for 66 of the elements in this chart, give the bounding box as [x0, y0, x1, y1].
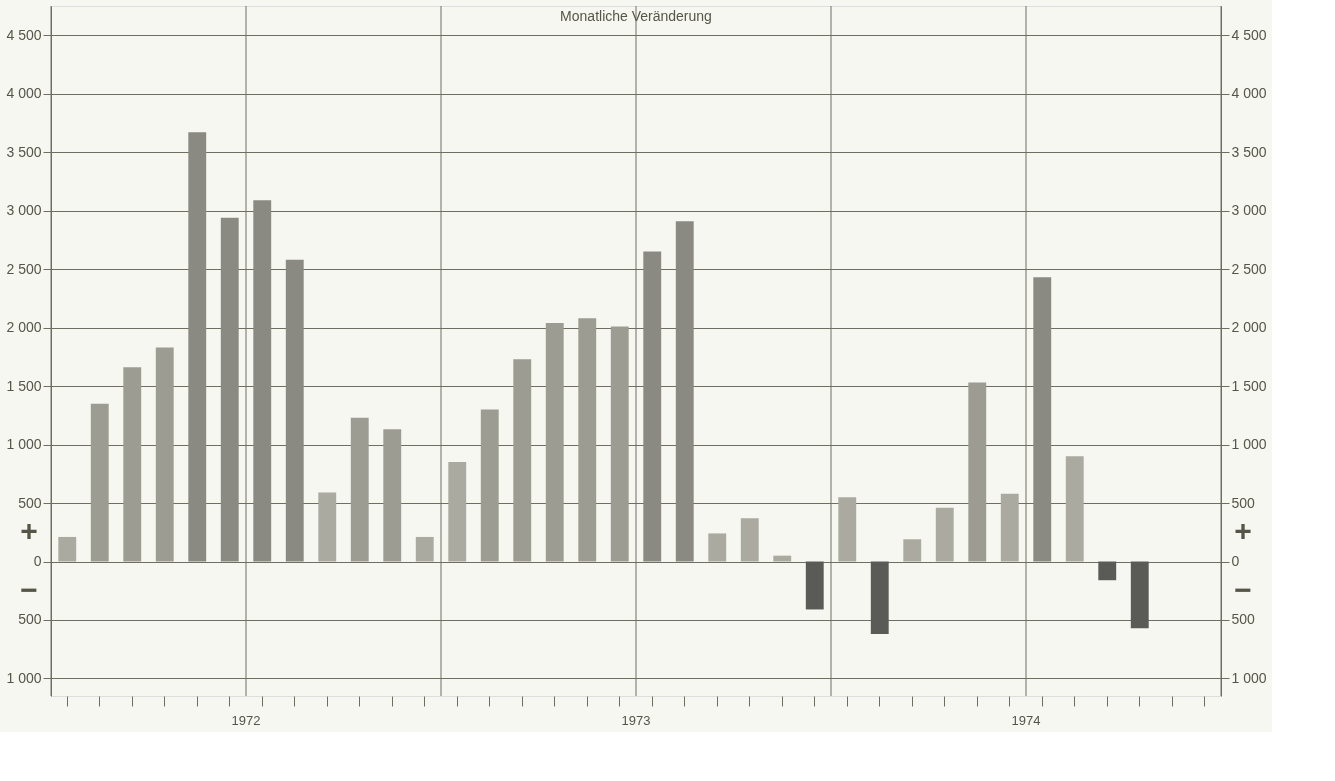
- bar: [968, 382, 987, 562]
- y-tick-label: 2 500: [6, 260, 42, 277]
- y-tick-label: 500: [18, 611, 42, 628]
- y-tick-label: 500: [18, 494, 42, 511]
- bar: [1130, 561, 1149, 629]
- bar: [155, 347, 174, 562]
- y-tick-label: 1 000: [6, 669, 42, 686]
- y2-tick-label: 2 000: [1231, 319, 1267, 336]
- bar: [1033, 277, 1052, 562]
- x-tick-label: 1972: [231, 712, 261, 728]
- y-tick-label: 4 000: [6, 85, 42, 102]
- x-tick-label: 1974: [1011, 712, 1041, 728]
- y2-tick-label: 1 500: [1231, 377, 1267, 394]
- bar: [253, 200, 272, 562]
- bar: [318, 492, 337, 562]
- y2-tick-label: 4 000: [1231, 85, 1267, 102]
- bar: [578, 318, 597, 562]
- y-tick-label: 1 000: [6, 436, 42, 453]
- text: −: [1234, 572, 1252, 606]
- chart-title: Monatliche Veränderung: [560, 7, 712, 24]
- bar: [383, 429, 402, 562]
- bar: [285, 259, 304, 562]
- bar: [838, 497, 857, 562]
- bar: [90, 403, 109, 562]
- y2-tick-label: 2 500: [1231, 260, 1267, 277]
- y2-tick-label: 1 000: [1231, 436, 1267, 453]
- bar: [1000, 493, 1019, 562]
- bar: [513, 359, 532, 562]
- text: −: [20, 572, 38, 606]
- y-tick-label: 0: [33, 553, 42, 570]
- bar: [1098, 561, 1117, 581]
- bar: [448, 462, 467, 562]
- bar: [935, 507, 954, 562]
- y-tick-label: 2 000: [6, 319, 42, 336]
- x-tick-label: 1973: [621, 712, 651, 728]
- bar: [480, 409, 499, 562]
- bar: [1065, 456, 1084, 562]
- bar: [773, 555, 792, 562]
- bar: [610, 326, 629, 562]
- bar: [58, 536, 77, 562]
- y2-tick-label: 3 500: [1231, 143, 1267, 160]
- y-tick-label: 3 500: [6, 143, 42, 160]
- bar: [708, 533, 727, 562]
- y-tick-label: 3 000: [6, 202, 42, 219]
- bar: [675, 221, 694, 562]
- bar: [220, 217, 239, 562]
- bar: [415, 536, 434, 562]
- y-tick-label: 1 500: [6, 377, 42, 394]
- bar: [870, 561, 889, 635]
- bar: [350, 417, 369, 562]
- bar: [805, 561, 824, 610]
- y2-tick-label: 3 000: [1231, 202, 1267, 219]
- bar: [740, 518, 759, 562]
- y2-tick-label: 1 000: [1231, 669, 1267, 686]
- bar: [188, 132, 207, 562]
- y2-tick-label: 4 500: [1231, 26, 1267, 43]
- text: +: [20, 514, 38, 548]
- y-tick-label: 4 500: [6, 26, 42, 43]
- y2-tick-label: 0: [1231, 553, 1240, 570]
- bar: [903, 539, 922, 562]
- y2-tick-label: 500: [1231, 494, 1256, 511]
- bar: [643, 251, 662, 562]
- bar: [545, 322, 564, 562]
- bar: [123, 367, 142, 562]
- y2-tick-label: 500: [1231, 611, 1256, 628]
- text: +: [1234, 514, 1252, 548]
